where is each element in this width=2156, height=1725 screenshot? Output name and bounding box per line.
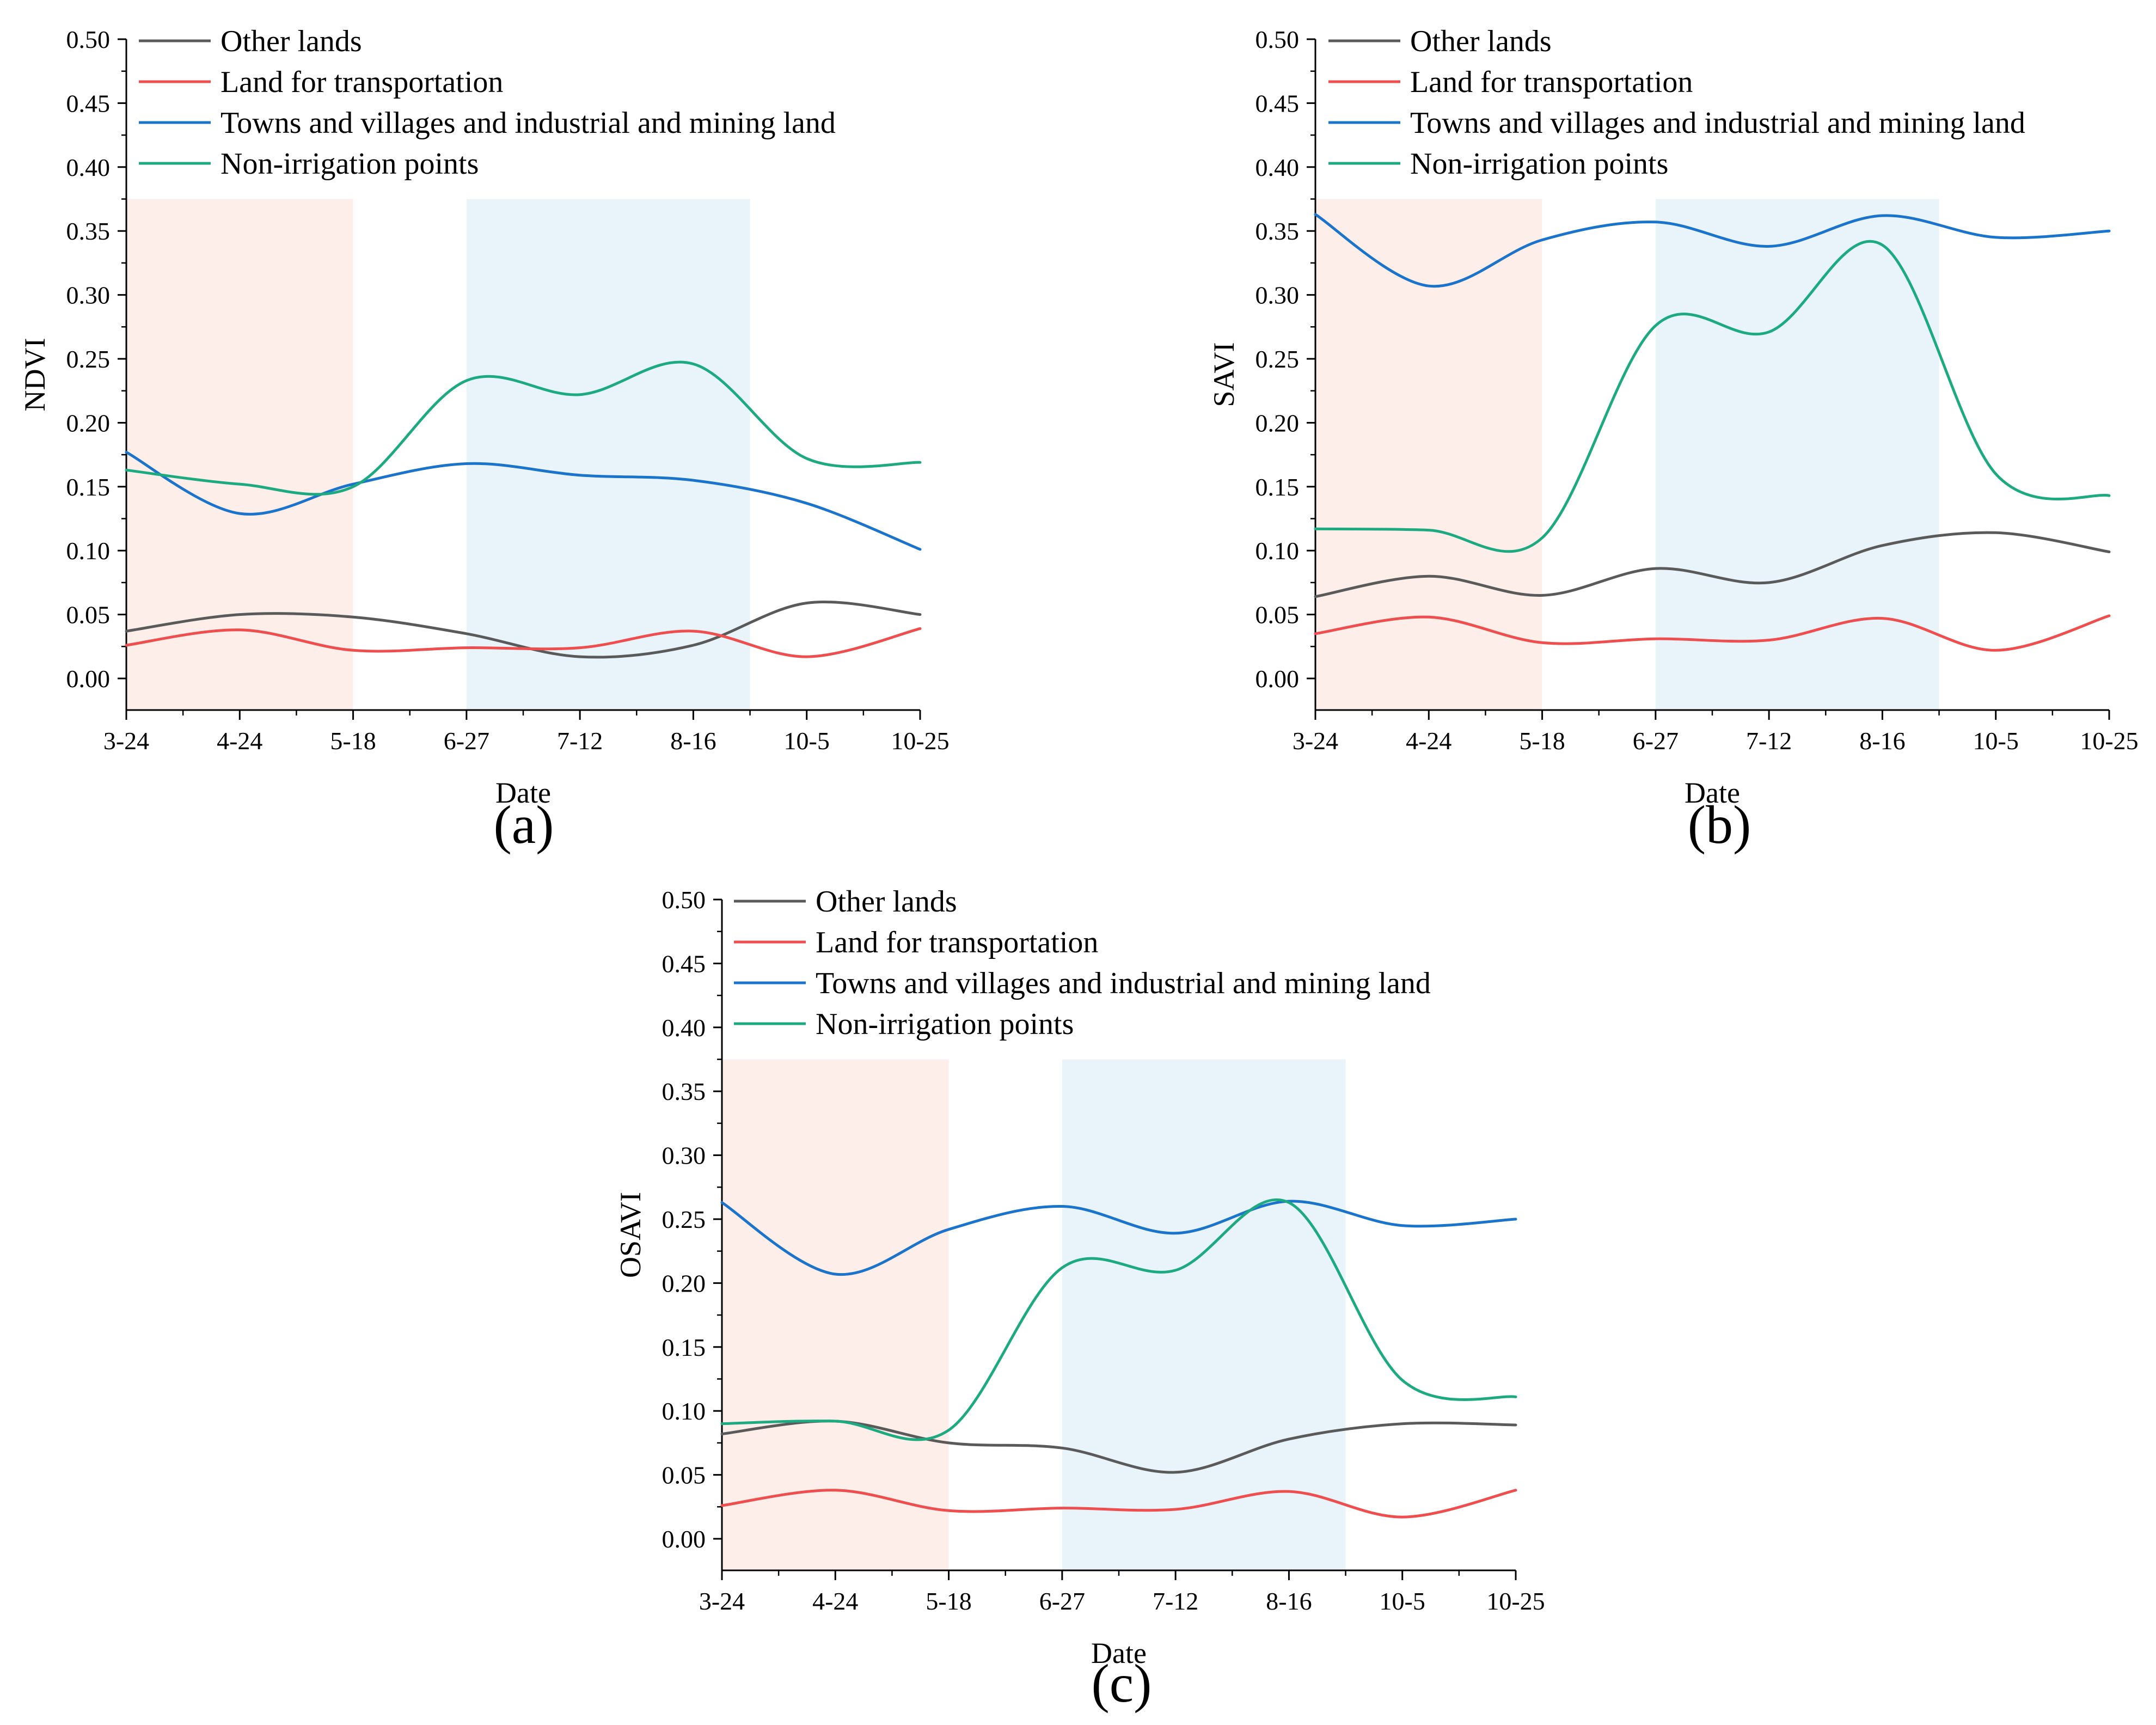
chart-c-y-tick-label: 0.25 bbox=[662, 1206, 706, 1233]
chart-c-legend-label: Land for transportation bbox=[816, 926, 1098, 959]
chart-b-series-line-3 bbox=[1314, 213, 2111, 288]
chart-b-panel-label: (b) bbox=[1688, 794, 1751, 855]
chart-b-y-tick-label: 0.20 bbox=[1255, 409, 1300, 437]
chart-a-series-line-3 bbox=[125, 450, 922, 551]
chart-c-y-tick-label: 0.45 bbox=[662, 950, 706, 977]
chart-a-y-tick-label: 0.10 bbox=[66, 537, 111, 565]
chart-b-y-tick-label: 0.30 bbox=[1255, 282, 1300, 309]
chart-c-y-tick-label: 0.00 bbox=[662, 1525, 706, 1553]
chart-c-legend-label: Towns and villages and industrial and mi… bbox=[816, 967, 1431, 1000]
chart-c-x-tick-label: 5-18 bbox=[926, 1587, 971, 1615]
chart-b-x-tick-label: 7-12 bbox=[1746, 727, 1792, 755]
chart-a: 0.00 0.05 0.10 0.15 0.20 0.25 0.30 0.35 0.40 0.45… bbox=[19, 25, 950, 855]
chart-b-y-tick-label: 0.50 bbox=[1255, 26, 1300, 53]
chart-a-x-tick-label: 10-25 bbox=[891, 727, 949, 755]
chart-b-series-line-1 bbox=[1314, 531, 2111, 598]
chart-b-x-tick-label: 10-5 bbox=[1973, 727, 2019, 755]
chart-a-y-tick-label: 0.00 bbox=[66, 665, 111, 693]
chart-a-panel-label: (a) bbox=[494, 794, 554, 855]
chart-a-x-tick-label: 8-16 bbox=[670, 727, 716, 755]
chart-c-y-tick-label: 0.20 bbox=[662, 1269, 706, 1297]
chart-a-series-line-4 bbox=[125, 360, 922, 496]
chart-b-x-tick-label: 10-25 bbox=[2080, 727, 2138, 755]
chart-b-x-tick-label: 5-18 bbox=[1519, 727, 1565, 755]
chart-a-x-tick-label: 6-27 bbox=[444, 727, 489, 755]
chart-a-x-tick-label: 3-24 bbox=[103, 727, 149, 755]
chart-c-shaded-region-1 bbox=[722, 1059, 949, 1570]
chart-a-x-tick-label: 5-18 bbox=[330, 727, 376, 755]
chart-b-shaded-region-2 bbox=[1655, 199, 1939, 710]
chart-c-x-tick-label: 8-16 bbox=[1266, 1587, 1312, 1615]
chart-b-y-tick-label: 0.40 bbox=[1255, 154, 1300, 181]
chart-b-series-line-4 bbox=[1314, 240, 2111, 553]
chart-a-y-tick-label: 0.50 bbox=[66, 26, 111, 53]
chart-b-y-tick-label: 0.25 bbox=[1255, 345, 1300, 373]
chart-c: 0.00 0.05 0.10 0.15 0.20 0.25 0.30 0.35 0.40 0.45… bbox=[614, 885, 1545, 1714]
chart-a-y-tick-label: 0.05 bbox=[66, 601, 111, 629]
chart-b-y-tick-label: 0.15 bbox=[1255, 473, 1300, 501]
chart-c-y-tick-label: 0.40 bbox=[662, 1014, 706, 1042]
chart-a-shaded-region-2 bbox=[466, 199, 750, 710]
chart-c-x-tick-label: 6-27 bbox=[1039, 1587, 1085, 1615]
chart-a-y-tick-label: 0.45 bbox=[66, 89, 111, 117]
chart-b-y-tick-label: 0.00 bbox=[1255, 665, 1300, 693]
chart-c-legend-label: Non-irrigation points bbox=[816, 1007, 1074, 1041]
chart-b-x-axis-title: Date bbox=[1685, 776, 1740, 809]
chart-c-y-tick-label: 0.10 bbox=[662, 1397, 706, 1425]
chart-a-x-tick-label: 10-5 bbox=[784, 727, 830, 755]
chart-a-y-axis-title: NDVI bbox=[19, 338, 51, 412]
chart-c-y-tick-label: 0.15 bbox=[662, 1333, 706, 1361]
chart-c-y-tick-label: 0.05 bbox=[662, 1461, 706, 1489]
chart-a-y-tick-label: 0.25 bbox=[66, 345, 111, 373]
chart-a-x-axis-title: Date bbox=[495, 776, 551, 809]
chart-c-series-line-4 bbox=[720, 1198, 1517, 1441]
chart-b-y-axis-title: SAVI bbox=[1208, 342, 1240, 407]
chart-b-legend-label: Towns and villages and industrial and mi… bbox=[1410, 106, 2025, 140]
chart-c-series-line-2 bbox=[720, 1489, 1517, 1519]
chart-b-x-tick-label: 4-24 bbox=[1406, 727, 1451, 755]
chart-a-legend-label: Other lands bbox=[220, 25, 362, 58]
chart-c-legend-label: Other lands bbox=[816, 885, 957, 919]
chart-c-y-tick-label: 0.50 bbox=[662, 886, 706, 914]
chart-c-x-tick-label: 3-24 bbox=[699, 1587, 745, 1615]
chart-a-x-tick-label: 7-12 bbox=[557, 727, 603, 755]
chart-a-y-tick-label: 0.20 bbox=[66, 409, 111, 437]
chart-a-legend-label: Land for transportation bbox=[220, 65, 503, 99]
chart-a-legend-label: Non-irrigation points bbox=[220, 147, 479, 181]
chart-b-x-tick-label: 6-27 bbox=[1633, 727, 1679, 755]
chart-a-y-tick-label: 0.35 bbox=[66, 217, 111, 245]
chart-b-x-tick-label: 3-24 bbox=[1293, 727, 1338, 755]
chart-c-y-axis-title: OSAVI bbox=[614, 1192, 647, 1278]
chart-a-y-tick-label: 0.40 bbox=[66, 154, 111, 181]
chart-c-shaded-region-2 bbox=[1062, 1059, 1346, 1570]
chart-b-y-tick-label: 0.35 bbox=[1255, 217, 1300, 245]
chart-c-x-tick-label: 4-24 bbox=[812, 1587, 858, 1615]
chart-a-y-tick-label: 0.30 bbox=[66, 282, 111, 309]
chart-a-legend-label: Towns and villages and industrial and mi… bbox=[220, 106, 836, 140]
chart-c-series-line-3 bbox=[720, 1200, 1517, 1276]
chart-a-y-tick-label: 0.15 bbox=[66, 473, 111, 501]
chart-c-y-tick-label: 0.35 bbox=[662, 1078, 706, 1105]
chart-c-x-tick-label: 7-12 bbox=[1153, 1587, 1198, 1615]
chart-b-y-tick-label: 0.10 bbox=[1255, 537, 1300, 565]
chart-b-legend-label: Other lands bbox=[1410, 25, 1552, 58]
chart-b-y-tick-label: 0.05 bbox=[1255, 601, 1300, 629]
chart-b-legend-label: Land for transportation bbox=[1410, 65, 1693, 99]
chart-b-shaded-region-1 bbox=[1315, 199, 1542, 710]
chart-a-series-line-2 bbox=[125, 627, 922, 658]
chart-c-x-axis-title: Date bbox=[1091, 1637, 1147, 1669]
chart-b-x-tick-label: 8-16 bbox=[1859, 727, 1905, 755]
chart-c-x-tick-label: 10-5 bbox=[1380, 1587, 1425, 1615]
chart-a-shaded-region-1 bbox=[126, 199, 353, 710]
chart-c-x-tick-label: 10-25 bbox=[1486, 1587, 1545, 1615]
chart-c-y-tick-label: 0.30 bbox=[662, 1142, 706, 1170]
chart-b-y-tick-label: 0.45 bbox=[1255, 89, 1300, 117]
chart-b-series-line-2 bbox=[1314, 614, 2111, 652]
chart-b: 0.00 0.05 0.10 0.15 0.20 0.25 0.30 0.35 0.40 0.45… bbox=[1208, 25, 2139, 855]
chart-c-panel-label: (c) bbox=[1092, 1653, 1152, 1714]
chart-a-x-tick-label: 4-24 bbox=[217, 727, 262, 755]
chart-b-legend-label: Non-irrigation points bbox=[1410, 147, 1668, 181]
